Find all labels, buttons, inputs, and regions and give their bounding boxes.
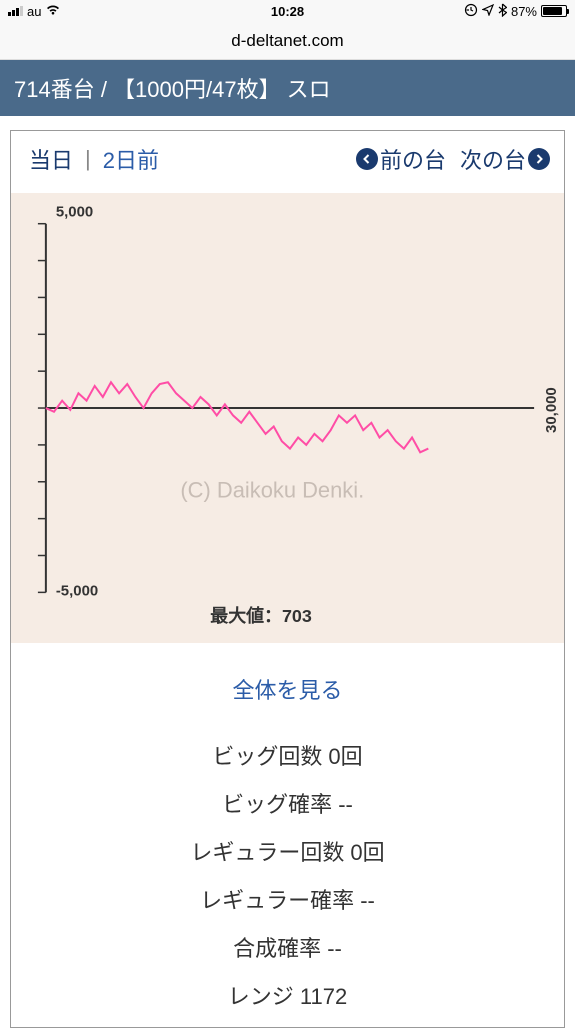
prev-machine-button[interactable]: 前の台	[356, 143, 446, 175]
stat-line: ビッグ確率 --	[11, 787, 564, 819]
header-title: 714番台 / 【1000円/47枚】 スロ	[14, 77, 331, 102]
chevron-left-icon	[356, 148, 378, 170]
lock-icon	[464, 3, 478, 20]
svg-text:-5,000: -5,000	[56, 582, 98, 599]
stat-line: 合成確率 --	[11, 931, 564, 963]
status-bar: au 10:28 87%	[0, 0, 575, 22]
chart-area: 5,000 -5,000 30,000 (C) Daikoku Denki. 最大値：7…	[11, 193, 564, 643]
page-header: 714番台 / 【1000円/47枚】 スロ	[0, 60, 575, 116]
stat-line: レンジ 1172	[11, 979, 564, 1011]
url-text: d-deltanet.com	[231, 31, 343, 51]
status-right: 87%	[464, 3, 567, 20]
tab-separator: |	[85, 146, 91, 172]
machine-nav: 前の台 次の台	[356, 143, 550, 175]
signal-icon	[8, 6, 23, 16]
bluetooth-icon	[498, 3, 507, 20]
battery-pct: 87%	[511, 4, 537, 19]
line-chart: 5,000 -5,000 30,000 (C) Daikoku Denki. 最大値：7…	[11, 193, 564, 643]
svg-text:最大値：703: 最大値：703	[210, 605, 312, 626]
status-left: au	[8, 3, 61, 19]
url-bar[interactable]: d-deltanet.com	[0, 22, 575, 60]
view-all-link[interactable]: 全体を見る	[11, 673, 564, 705]
next-machine-button[interactable]: 次の台	[460, 143, 550, 175]
content-card: 当日 | 2日前 前の台 次の台 5,000 -5,000 30,000 (C) Da…	[10, 130, 565, 1028]
stat-line: レギュラー確率 --	[11, 883, 564, 915]
svg-text:30,000: 30,000	[543, 387, 560, 433]
status-time: 10:28	[271, 4, 304, 19]
next-machine-label: 次の台	[460, 143, 526, 175]
prev-machine-label: 前の台	[380, 143, 446, 175]
stat-line: ビッグ回数 0回	[11, 739, 564, 771]
info-section: 全体を見る ビッグ回数 0回ビッグ確率 -- レギュラー回数 0回レギュラー確率 …	[11, 643, 564, 1011]
date-tabs: 当日 | 2日前	[29, 143, 159, 175]
tab-two-days[interactable]: 2日前	[103, 143, 159, 175]
location-icon	[482, 4, 494, 19]
wifi-icon	[45, 3, 61, 19]
stats-list: ビッグ回数 0回ビッグ確率 -- レギュラー回数 0回レギュラー確率 -- 合成確率…	[11, 739, 564, 1011]
date-nav-row: 当日 | 2日前 前の台 次の台	[11, 131, 564, 193]
tab-today[interactable]: 当日	[29, 143, 73, 175]
chevron-right-icon	[528, 148, 550, 170]
svg-text:(C) Daikoku Denki.: (C) Daikoku Denki.	[180, 478, 364, 503]
battery-icon	[541, 5, 567, 17]
carrier-label: au	[27, 4, 41, 19]
svg-text:5,000: 5,000	[56, 204, 93, 221]
stat-line: レギュラー回数 0回	[11, 835, 564, 867]
